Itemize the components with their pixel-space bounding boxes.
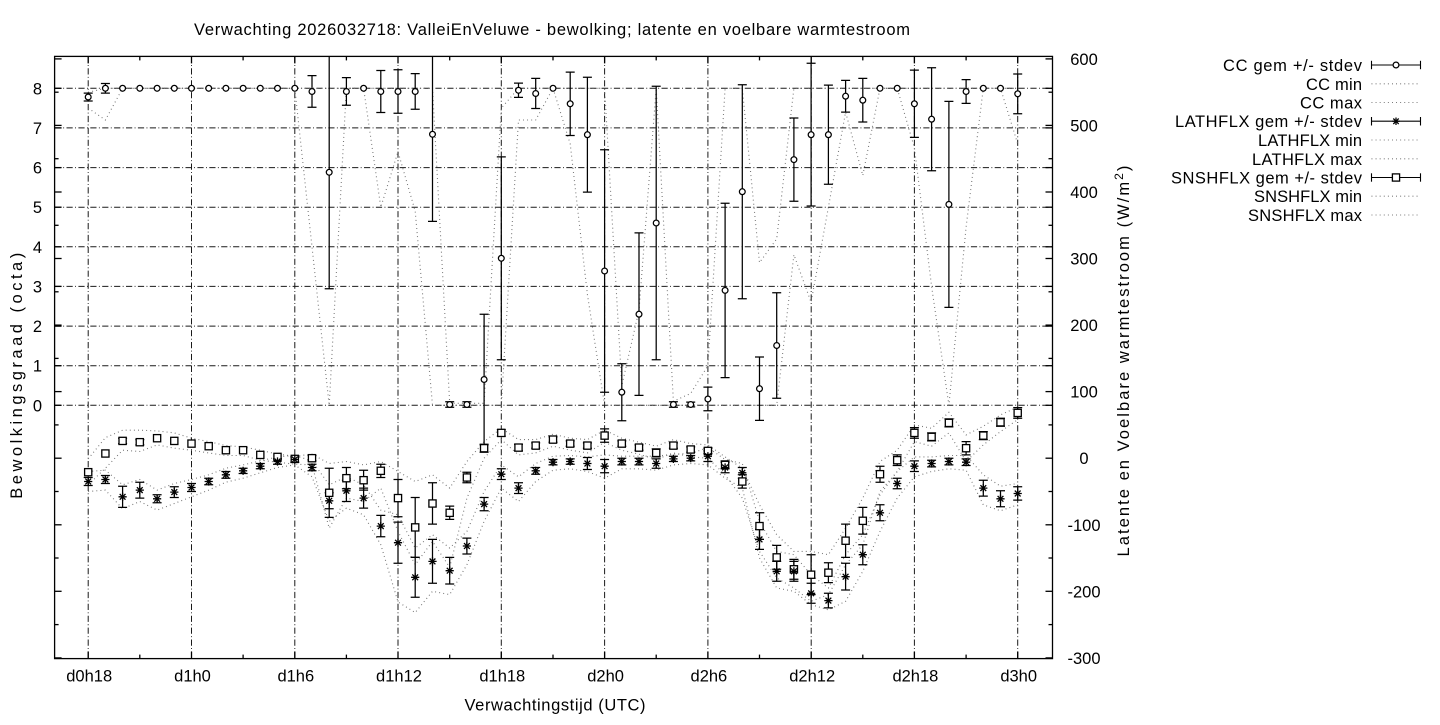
svg-text:LATHFLX min: LATHFLX min <box>1258 132 1362 150</box>
svg-text:d1h18: d1h18 <box>479 668 525 686</box>
svg-text:Bewolkingsgraad (octa): Bewolkingsgraad (octa) <box>8 249 26 498</box>
svg-text:LATHFLX gem +/- stdev: LATHFLX gem +/- stdev <box>1175 113 1363 131</box>
svg-text:1: 1 <box>33 358 42 376</box>
svg-text:Verwachtingstijd (UTC): Verwachtingstijd (UTC) <box>465 697 646 715</box>
svg-text:-100: -100 <box>1067 517 1100 535</box>
svg-text:8: 8 <box>33 80 42 98</box>
svg-text:d2h12: d2h12 <box>789 668 835 686</box>
svg-text:0: 0 <box>33 397 42 415</box>
svg-text:CC min: CC min <box>1306 76 1362 94</box>
svg-text:5: 5 <box>33 199 42 217</box>
svg-text:200: 200 <box>1070 317 1098 335</box>
svg-text:d1h6: d1h6 <box>277 668 314 686</box>
svg-text:600: 600 <box>1070 51 1098 69</box>
svg-text:3: 3 <box>33 278 42 296</box>
svg-text:d3h0: d3h0 <box>1000 668 1037 686</box>
svg-text:SNSHFLX gem +/- stdev: SNSHFLX gem +/- stdev <box>1171 170 1363 188</box>
svg-text:-200: -200 <box>1067 583 1100 601</box>
svg-text:7: 7 <box>33 120 42 138</box>
svg-text:d0h18: d0h18 <box>66 668 112 686</box>
svg-text:300: 300 <box>1070 251 1098 269</box>
svg-text:2: 2 <box>33 318 42 336</box>
svg-text:CC gem +/- stdev: CC gem +/- stdev <box>1223 57 1363 75</box>
svg-text:400: 400 <box>1070 184 1098 202</box>
svg-text:Latente en Voelbare warmtestro: Latente en Voelbare warmtestroom (W/m2) <box>1112 164 1133 557</box>
svg-text:CC max: CC max <box>1300 95 1363 113</box>
svg-text:Verwachting 2026032718: Vallei: Verwachting 2026032718: ValleiEnVeluwe -… <box>194 21 910 39</box>
svg-text:6: 6 <box>33 160 42 178</box>
svg-text:d1h12: d1h12 <box>376 668 422 686</box>
svg-text:d2h6: d2h6 <box>691 668 728 686</box>
svg-text:500: 500 <box>1070 117 1098 135</box>
svg-text:SNSHFLX min: SNSHFLX min <box>1254 188 1362 206</box>
svg-text:100: 100 <box>1070 384 1098 402</box>
svg-text:0: 0 <box>1079 450 1088 468</box>
svg-text:SNSHFLX max: SNSHFLX max <box>1248 207 1363 225</box>
svg-text:LATHFLX max: LATHFLX max <box>1252 151 1363 169</box>
svg-text:d2h0: d2h0 <box>587 668 624 686</box>
svg-text:d1h0: d1h0 <box>174 668 211 686</box>
svg-text:-300: -300 <box>1067 650 1100 668</box>
svg-text:4: 4 <box>33 239 42 257</box>
svg-text:d2h18: d2h18 <box>892 668 938 686</box>
